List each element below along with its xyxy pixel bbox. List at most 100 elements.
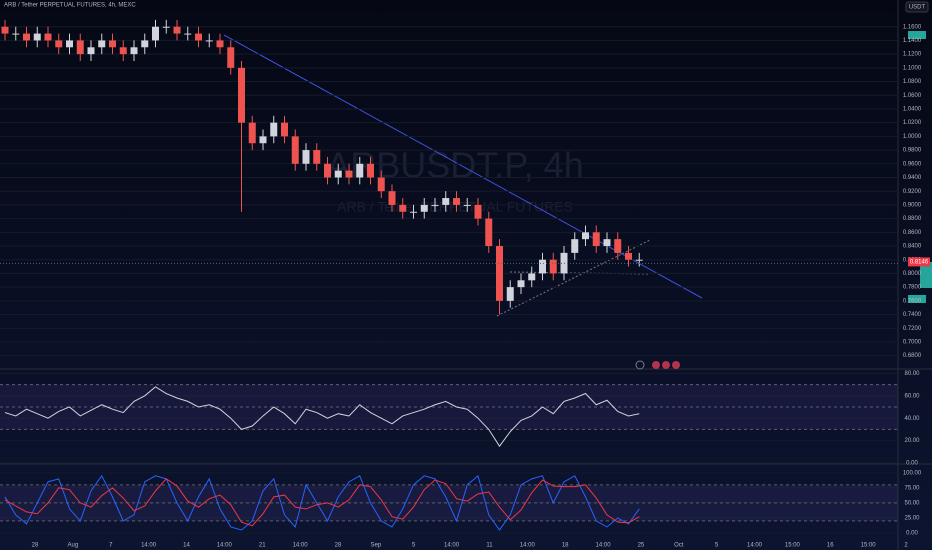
y-tick-label: 0.9600 bbox=[903, 161, 922, 167]
y-tick-label: 0.8800 bbox=[903, 216, 922, 222]
candle-body bbox=[76, 40, 84, 55]
watermark-sub: ARB / Tether PERPETUAL FUTURES bbox=[337, 199, 573, 215]
candle-body bbox=[259, 136, 267, 144]
symbol-title: ARB / Tether PERPETUAL FUTURES, 4h, MEXC bbox=[4, 3, 136, 9]
candle-body bbox=[98, 40, 106, 48]
y-tick-label: 75.00 bbox=[904, 485, 920, 491]
y-tick-label: 60.00 bbox=[904, 393, 920, 399]
candle-body bbox=[109, 40, 116, 48]
candle-body bbox=[216, 40, 224, 48]
candle-body bbox=[496, 246, 503, 301]
x-tick-label: 14:00 bbox=[444, 543, 460, 549]
y-tick-label: 0.6800 bbox=[903, 353, 922, 359]
candle-body bbox=[614, 239, 622, 253]
candle-body bbox=[463, 204, 471, 206]
candle-body bbox=[367, 163, 374, 178]
candle-body bbox=[625, 252, 632, 260]
indicator-line bbox=[4, 478, 640, 527]
x-tick-label: 15:00 bbox=[861, 543, 877, 549]
x-tick-label: 14:00 bbox=[293, 543, 309, 549]
candle-body bbox=[603, 239, 611, 247]
y-tick-label: 0.7200 bbox=[903, 326, 922, 332]
y-tick-label: 40.00 bbox=[904, 416, 920, 422]
candle-body bbox=[453, 198, 460, 205]
candle-body bbox=[420, 204, 428, 212]
y-tick-label: 0.8000 bbox=[903, 271, 922, 277]
candle-body bbox=[119, 47, 127, 55]
y-tick-label: 1.0400 bbox=[903, 107, 922, 113]
watermark: ARBUSDT.P, 4h bbox=[326, 145, 583, 186]
candle-body bbox=[248, 122, 256, 144]
candle-body bbox=[334, 170, 342, 178]
candle-body bbox=[152, 26, 159, 41]
y-tick-label: 1.0000 bbox=[903, 134, 922, 140]
y-tick-label: 0.9200 bbox=[903, 189, 922, 195]
event-icon[interactable] bbox=[635, 360, 645, 370]
indicator-line bbox=[4, 386, 640, 448]
trend-line bbox=[223, 34, 703, 299]
x-tick-label: 14:00 bbox=[520, 543, 536, 549]
y-tick-label: 1.0600 bbox=[903, 93, 922, 99]
candle-body bbox=[238, 67, 245, 123]
candle-body bbox=[55, 40, 63, 48]
y-tick-label: 1.1600 bbox=[903, 24, 922, 30]
event-icon[interactable] bbox=[662, 361, 670, 369]
last-price-label: 0.8146 bbox=[910, 260, 929, 266]
x-tick-label: Aug bbox=[68, 543, 79, 549]
event-icon[interactable] bbox=[652, 361, 660, 369]
indicator-line bbox=[4, 474, 640, 531]
candle-body bbox=[345, 170, 353, 178]
candle-body bbox=[12, 33, 20, 35]
last-price-box bbox=[908, 257, 930, 267]
price-marker bbox=[908, 295, 926, 303]
candle-body bbox=[539, 259, 546, 274]
candle-body bbox=[442, 198, 450, 205]
candle-body bbox=[205, 40, 213, 42]
y-tick-label: 0.8400 bbox=[903, 244, 922, 250]
x-tick-label: Oct bbox=[674, 543, 684, 549]
candle-body bbox=[291, 136, 299, 164]
x-tick-label: 28 bbox=[335, 543, 342, 549]
y-tick-label: 1.0200 bbox=[903, 120, 922, 126]
candle-body bbox=[87, 47, 95, 55]
candle-body bbox=[506, 287, 514, 301]
x-tick-label: 5 bbox=[412, 543, 416, 549]
candle-body bbox=[66, 40, 73, 48]
x-tick-label: 14 bbox=[183, 543, 190, 549]
candle-body bbox=[377, 177, 385, 192]
channel-line bbox=[496, 239, 651, 317]
x-tick-label: 18 bbox=[562, 543, 569, 549]
event-icon[interactable] bbox=[672, 361, 680, 369]
x-tick-label: 14:00 bbox=[596, 543, 612, 549]
y-tick-label: 20.00 bbox=[904, 438, 920, 444]
candle-body bbox=[173, 26, 181, 34]
y-tick-label: 0.00 bbox=[906, 461, 918, 467]
candle-body bbox=[635, 259, 643, 261]
x-tick-label: 14:00 bbox=[141, 543, 157, 549]
candle-body bbox=[130, 47, 138, 55]
x-tick-label: 7 bbox=[109, 543, 113, 549]
candle-body bbox=[388, 191, 396, 205]
y-tick-label: 0.7000 bbox=[903, 340, 922, 346]
x-tick-label: 25 bbox=[638, 543, 645, 549]
price-marker bbox=[908, 31, 926, 39]
candle-body bbox=[162, 26, 170, 28]
candle-body bbox=[410, 211, 417, 213]
x-tick-label: 14:00 bbox=[217, 543, 233, 549]
candle-body bbox=[517, 280, 525, 288]
candle-body bbox=[33, 33, 41, 41]
band-fill bbox=[0, 484, 898, 521]
x-tick-label: 15:00 bbox=[785, 543, 801, 549]
candle-body bbox=[302, 150, 310, 164]
y-tick-label: 25.00 bbox=[904, 516, 920, 522]
candle-body bbox=[324, 163, 331, 178]
candle-body bbox=[44, 33, 52, 41]
candle-body bbox=[270, 122, 278, 137]
y-tick-label: 0.00 bbox=[906, 531, 918, 537]
y-tick-label: 80.00 bbox=[904, 371, 920, 377]
x-tick-label: 2 bbox=[904, 543, 908, 549]
candle-body bbox=[141, 40, 149, 48]
candle-body bbox=[474, 204, 482, 219]
